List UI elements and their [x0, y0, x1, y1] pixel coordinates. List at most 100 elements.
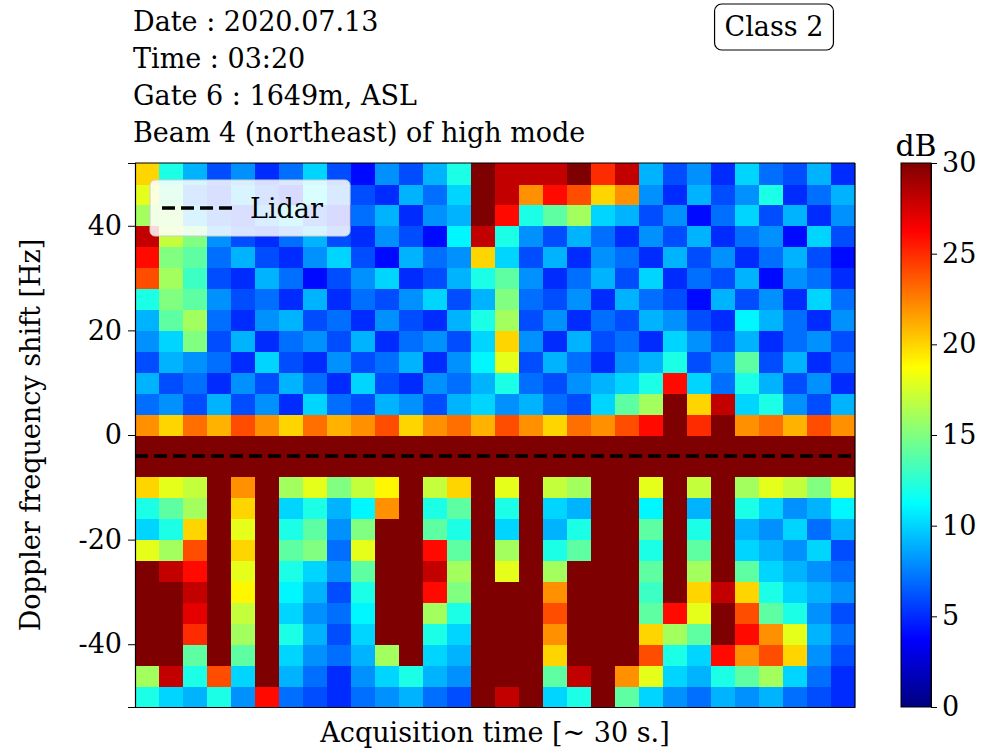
heatmap-cell — [351, 623, 376, 645]
y-tick-label: 20 — [88, 315, 122, 346]
heatmap-cell — [615, 247, 640, 269]
heatmap-cell — [135, 665, 160, 687]
heatmap-cell — [303, 686, 328, 707]
heatmap-cell — [567, 644, 592, 666]
heatmap-cell — [351, 581, 376, 603]
heatmap-cell — [135, 561, 160, 583]
heatmap-cell — [183, 435, 208, 457]
heatmap-cell — [327, 498, 352, 520]
heatmap-cell — [615, 268, 640, 290]
heatmap-cell — [543, 561, 568, 583]
heatmap-cell — [639, 414, 664, 436]
heatmap-cell — [567, 330, 592, 352]
heatmap-cell — [279, 289, 304, 311]
heatmap-cell — [663, 309, 688, 331]
heatmap-cell — [303, 498, 328, 520]
heatmap-cell — [831, 289, 855, 311]
heatmap-cell — [423, 163, 448, 185]
heatmap-cell — [735, 205, 760, 227]
heatmap-cell — [687, 289, 712, 311]
heatmap-cell — [687, 351, 712, 373]
heatmap-cell — [447, 644, 472, 666]
colorbar-tick-mark — [931, 435, 937, 436]
heatmap-cell — [615, 309, 640, 331]
heatmap-cell — [639, 247, 664, 269]
heatmap-cell — [351, 561, 376, 583]
heatmap-cell — [135, 623, 160, 645]
heatmap-cell — [735, 477, 760, 499]
heatmap-cell — [543, 226, 568, 248]
heatmap-cell — [615, 414, 640, 436]
heatmap-cell — [423, 289, 448, 311]
heatmap-cell — [519, 456, 544, 478]
heatmap-cell — [711, 581, 736, 603]
heatmap-cell — [303, 581, 328, 603]
colorbar-tick-label: 25 — [942, 238, 976, 269]
heatmap-cell — [423, 456, 448, 478]
heatmap-cell — [255, 393, 280, 415]
heatmap-cell — [207, 330, 232, 352]
heatmap-cell — [711, 540, 736, 562]
heatmap-cell — [807, 393, 832, 415]
heatmap-cell — [399, 477, 424, 499]
heatmap-cell — [807, 226, 832, 248]
heatmap-cell — [831, 247, 855, 269]
heatmap-cell — [351, 435, 376, 457]
heatmap-cell — [759, 519, 784, 541]
heatmap-cell — [303, 330, 328, 352]
heatmap-cell — [423, 561, 448, 583]
y-tick: 40 — [88, 210, 135, 241]
heatmap-cell — [399, 686, 424, 707]
heatmap-cell — [495, 581, 520, 603]
heatmap-cell — [207, 602, 232, 624]
heatmap-cell — [447, 247, 472, 269]
heatmap-cell — [663, 477, 688, 499]
heatmap-cell — [711, 309, 736, 331]
heatmap-cell — [711, 289, 736, 311]
heatmap-cell — [447, 498, 472, 520]
heatmap-cell — [255, 540, 280, 562]
heatmap-cell — [759, 665, 784, 687]
heatmap-cell — [783, 686, 808, 707]
y-tick: -40 — [79, 628, 135, 659]
heatmap-cell — [279, 351, 304, 373]
heatmap-cell — [519, 686, 544, 707]
heatmap-cell — [231, 351, 256, 373]
heatmap-cell — [207, 665, 232, 687]
heatmap-cell — [711, 602, 736, 624]
heatmap-cell — [807, 561, 832, 583]
heatmap-cell — [639, 561, 664, 583]
heatmap-cell — [807, 414, 832, 436]
heatmap-cell — [711, 623, 736, 645]
heatmap-cell — [279, 581, 304, 603]
heatmap-cell — [327, 268, 352, 290]
heatmap-cell — [423, 644, 448, 666]
chart: -40-2002040Acquisition time [~ 30 s.]Dop… — [0, 0, 982, 755]
heatmap-cell — [231, 330, 256, 352]
heatmap-cell — [279, 268, 304, 290]
heatmap-cell — [255, 414, 280, 436]
heatmap-cell — [663, 393, 688, 415]
heatmap-cell — [831, 226, 855, 248]
heatmap-cell — [615, 498, 640, 520]
heatmap-cell — [255, 268, 280, 290]
heatmap-cell — [399, 540, 424, 562]
heatmap-cell — [783, 226, 808, 248]
heatmap-cell — [303, 519, 328, 541]
heatmap-cell — [495, 414, 520, 436]
heatmap-cell — [351, 247, 376, 269]
heatmap-cell — [711, 665, 736, 687]
heatmap-cell — [591, 456, 616, 478]
heatmap-cell — [207, 268, 232, 290]
heatmap-cell — [567, 623, 592, 645]
heatmap-cell — [831, 435, 855, 457]
heatmap-cell — [687, 456, 712, 478]
heatmap-cell — [591, 226, 616, 248]
heatmap-cell — [183, 623, 208, 645]
heatmap-cell — [255, 498, 280, 520]
title-line: Gate 6 : 1649m, ASL — [133, 80, 417, 111]
heatmap-cell — [159, 330, 184, 352]
heatmap-cell — [255, 602, 280, 624]
heatmap-cell — [183, 477, 208, 499]
heatmap-cell — [711, 414, 736, 436]
